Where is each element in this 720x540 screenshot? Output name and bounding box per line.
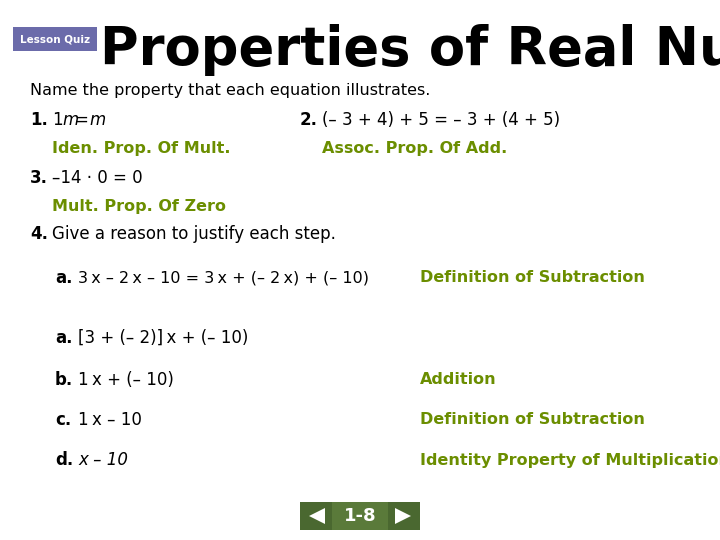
Text: Identity Property of Multiplication: Identity Property of Multiplication bbox=[420, 453, 720, 468]
Text: =: = bbox=[75, 111, 94, 129]
Text: 2.: 2. bbox=[300, 111, 318, 129]
Text: Iden. Prop. Of Mult.: Iden. Prop. Of Mult. bbox=[52, 140, 230, 156]
Text: a.: a. bbox=[55, 329, 73, 347]
Text: 4.: 4. bbox=[30, 225, 48, 243]
Text: Definition of Subtraction: Definition of Subtraction bbox=[420, 271, 645, 286]
Text: (– 3 + 4) + 5 = – 3 + (4 + 5): (– 3 + 4) + 5 = – 3 + (4 + 5) bbox=[322, 111, 560, 129]
Text: –14 · 0 = 0: –14 · 0 = 0 bbox=[52, 169, 143, 187]
FancyBboxPatch shape bbox=[13, 27, 97, 51]
Text: Give a reason to justify each step.: Give a reason to justify each step. bbox=[52, 225, 336, 243]
Text: 1: 1 bbox=[52, 111, 63, 129]
Text: m: m bbox=[62, 111, 78, 129]
Text: 1.: 1. bbox=[30, 111, 48, 129]
Text: Name the property that each equation illustrates.: Name the property that each equation ill… bbox=[30, 83, 431, 98]
FancyBboxPatch shape bbox=[300, 502, 332, 530]
Text: [3 + (– 2)] x + (– 10): [3 + (– 2)] x + (– 10) bbox=[78, 329, 248, 347]
Text: Lesson Quiz: Lesson Quiz bbox=[20, 34, 90, 44]
Text: Assoc. Prop. Of Add.: Assoc. Prop. Of Add. bbox=[322, 140, 508, 156]
Text: Mult. Prop. Of Zero: Mult. Prop. Of Zero bbox=[52, 199, 226, 213]
Text: d.: d. bbox=[55, 451, 73, 469]
Text: Definition of Subtraction: Definition of Subtraction bbox=[420, 413, 645, 428]
Text: a.: a. bbox=[55, 269, 73, 287]
Polygon shape bbox=[395, 508, 411, 524]
Text: x – 10: x – 10 bbox=[78, 451, 128, 469]
Text: Addition: Addition bbox=[420, 373, 497, 388]
Polygon shape bbox=[309, 508, 325, 524]
Text: m: m bbox=[89, 111, 105, 129]
Text: 1 x + (– 10): 1 x + (– 10) bbox=[78, 371, 174, 389]
Text: b.: b. bbox=[55, 371, 73, 389]
Text: 3.: 3. bbox=[30, 169, 48, 187]
FancyBboxPatch shape bbox=[330, 502, 390, 530]
Text: 1 x – 10: 1 x – 10 bbox=[78, 411, 142, 429]
Text: 1-8: 1-8 bbox=[343, 507, 377, 525]
Text: 3 x – 2 x – 10 = 3 x + (– 2 x) + (– 10): 3 x – 2 x – 10 = 3 x + (– 2 x) + (– 10) bbox=[78, 271, 369, 286]
FancyBboxPatch shape bbox=[388, 502, 420, 530]
Text: c.: c. bbox=[55, 411, 71, 429]
Text: Properties of Real Numbers: Properties of Real Numbers bbox=[100, 24, 720, 76]
